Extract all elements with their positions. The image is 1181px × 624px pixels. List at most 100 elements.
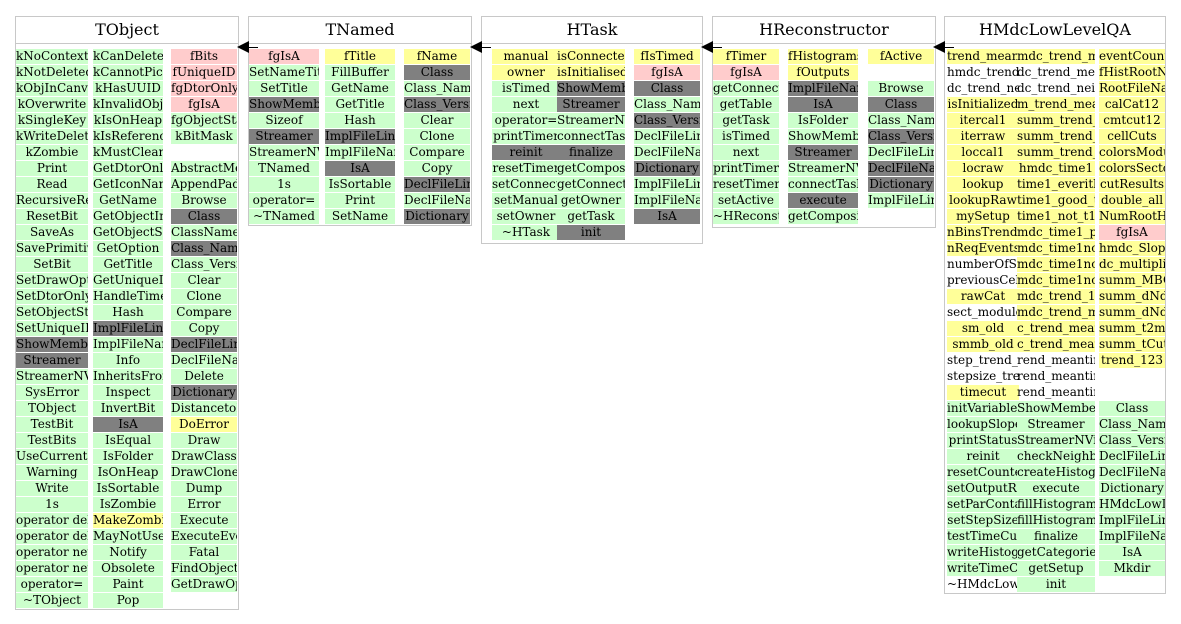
class-member: Streamer (16, 353, 88, 368)
class-member: rawCat (947, 289, 1019, 304)
class-member: FillBuffer (325, 65, 395, 80)
class-member: ExecuteEvent (171, 529, 237, 544)
class-member: fName (404, 49, 470, 64)
class-member: DeclFileLine (634, 129, 700, 144)
class-member: rend_meantime1not_t1 (1017, 369, 1095, 383)
class-member: GetTitle (93, 257, 163, 272)
inheritance-line (712, 47, 722, 48)
class-member: numberOfSectorsPerMod (947, 257, 1019, 271)
class-member: InheritsFrom (93, 369, 163, 384)
class-member: GetName (325, 81, 395, 96)
class-member: resetCounters (947, 465, 1019, 480)
class-member: sm_old (947, 321, 1019, 336)
class-member: RootFileName (1099, 81, 1165, 96)
class-box-tobject: TObject kNoContextMenukNotDeletedkObjInC… (15, 16, 239, 610)
class-member: printTimer (492, 129, 560, 144)
inheritance-line (481, 47, 491, 48)
class-member: fTitle (325, 49, 395, 64)
class-member: Dictionary (404, 209, 470, 224)
class-member: writeTimeCuts (947, 561, 1019, 576)
class-member: ShowMembers (1017, 401, 1095, 416)
class-member: Obsolete (93, 561, 163, 576)
class-member: DeclFileLine (1099, 449, 1165, 464)
class-member: DeclFileLine (404, 177, 470, 192)
class-member: 1s (249, 177, 319, 192)
class-member: dc_trend_neighbour (947, 81, 1019, 95)
inheritance-arrowhead (933, 41, 945, 53)
class-title: HMdcLowLevelQA (945, 17, 1165, 44)
class-member: mdc_time1_plane (1017, 225, 1095, 240)
class-member: setManual (492, 193, 560, 208)
class-member: operator new[] (16, 561, 88, 576)
class-member: IsA (634, 209, 700, 224)
class-member: Mkdir (1099, 561, 1165, 576)
class-member: HandleTimer (93, 289, 163, 304)
class-member: Clear (171, 273, 237, 288)
class-member: FindObject (171, 561, 237, 576)
member-column: fNameClassClass_NameClass_VersionClearCl… (404, 49, 470, 225)
class-member: Class_Version (634, 113, 700, 128)
class-member: timecut (947, 385, 1019, 400)
class-member: Clear (404, 113, 470, 128)
class-member: Copy (404, 161, 470, 176)
class-member: hmdc_trend_multiplicity (947, 65, 1019, 79)
class-member: MakeZombie (93, 513, 163, 528)
class-member: Read (16, 177, 88, 192)
class-member: Class (634, 81, 700, 96)
class-member: IsOnHeap (93, 465, 163, 480)
class-member: hmdc_time1 (1017, 161, 1095, 176)
class-member: StreamerNVirtual (249, 145, 319, 160)
class-member: Class_Name (868, 113, 934, 128)
class-member: Dictionary (171, 385, 237, 400)
class-member: getOwner (557, 193, 625, 208)
class-member: mdc_time1not_t2 (1017, 273, 1095, 288)
class-member: owner (492, 65, 560, 80)
class-member: TestBit (16, 417, 88, 432)
class-member: Info (93, 353, 163, 368)
class-member: rend_meantime_counter (1017, 353, 1095, 367)
class-member: cutResults (1099, 177, 1165, 192)
class-member: RecursiveRemove (16, 193, 88, 208)
class-member: fgIsA (634, 65, 700, 80)
class-member: SetBit (16, 257, 88, 272)
class-member: ClassName (171, 225, 237, 240)
class-member: Pop (93, 593, 163, 608)
class-member: finalize (1017, 529, 1095, 544)
class-member: kMustCleanup (93, 145, 163, 160)
class-member: kBitMask (171, 129, 237, 144)
class-member: Inspect (93, 385, 163, 400)
class-member: time1_not_t1_cut (1017, 209, 1095, 224)
class-member: time1_everithing_cut (1017, 177, 1095, 192)
class-member: kOverwrite (16, 97, 88, 112)
class-member: SetName (325, 209, 395, 224)
class-member: IsSortable (93, 481, 163, 496)
class-member: trend_meantime (947, 49, 1019, 64)
class-member (1099, 369, 1165, 384)
class-member: itercal1 (947, 113, 1019, 128)
class-member: printTimer (713, 161, 779, 176)
class-member: GetDtorOnly (93, 161, 163, 176)
class-member: trend_123 (1099, 353, 1165, 368)
class-title: TNamed (249, 17, 471, 44)
class-member: ShowMembers (557, 81, 625, 96)
class-member: checkNeighboringCells (1017, 449, 1095, 464)
class-member: summ_tCuts_i (1099, 337, 1165, 352)
class-member: GetTitle (325, 97, 395, 112)
class-member: Paint (93, 577, 163, 592)
class-member: ShowMembers (16, 337, 88, 352)
class-member: sect_module_NumberOfHitsPerEv (947, 305, 1019, 319)
class-member: isInitialized (947, 97, 1019, 112)
class-member: summ_t2mt1_v (1099, 321, 1165, 336)
class-member: printStatus (947, 433, 1019, 448)
class-member: ImplFileName (325, 145, 395, 160)
class-member: execute (1017, 481, 1095, 496)
class-member: ~HTask (492, 225, 560, 240)
class-member: GetOption (93, 241, 163, 256)
class-member: fTimer (713, 49, 779, 64)
class-member: Fatal (171, 545, 237, 560)
class-member: summ_trend_meantime (1017, 113, 1095, 128)
inheritance-line (248, 47, 258, 48)
class-member: kInvalidObject (93, 97, 163, 112)
class-member: mdc_trend_meantime (1017, 49, 1095, 64)
class-member: GetUniqueID (93, 273, 163, 288)
